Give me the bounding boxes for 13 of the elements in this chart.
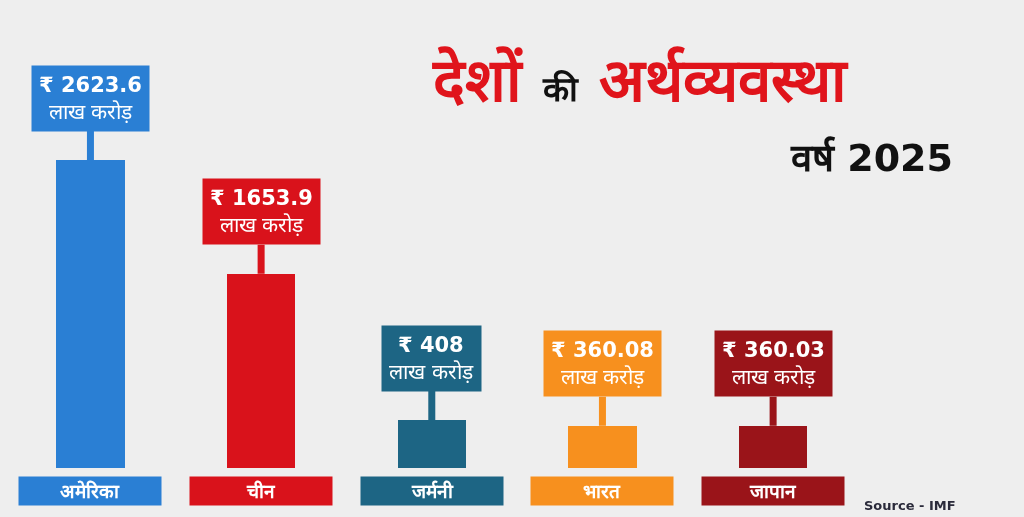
- data-label: ₹ 408 लाख करोड़: [389, 333, 474, 385]
- data-label: ₹ 1653.9 लाख करोड़: [210, 186, 313, 238]
- x-tick-label: जापान: [749, 480, 797, 502]
- x-tick-label: भारत: [583, 480, 621, 502]
- chart-subtitle: वर्ष 2025: [790, 136, 953, 180]
- source-note: Source - IMF: [864, 498, 956, 513]
- x-tick-label: जर्मनी: [410, 480, 454, 502]
- x-tick-label: अमेरिका: [60, 480, 120, 502]
- data-label: ₹ 2623.6 लाख करोड़: [39, 73, 142, 125]
- data-label: ₹ 360.03 लाख करोड़: [722, 338, 825, 390]
- data-label: ₹ 360.08 लाख करोड़: [551, 338, 654, 390]
- chart-title: देशों की अर्थव्यवस्था: [432, 45, 849, 115]
- x-tick-label: चीन: [246, 480, 276, 502]
